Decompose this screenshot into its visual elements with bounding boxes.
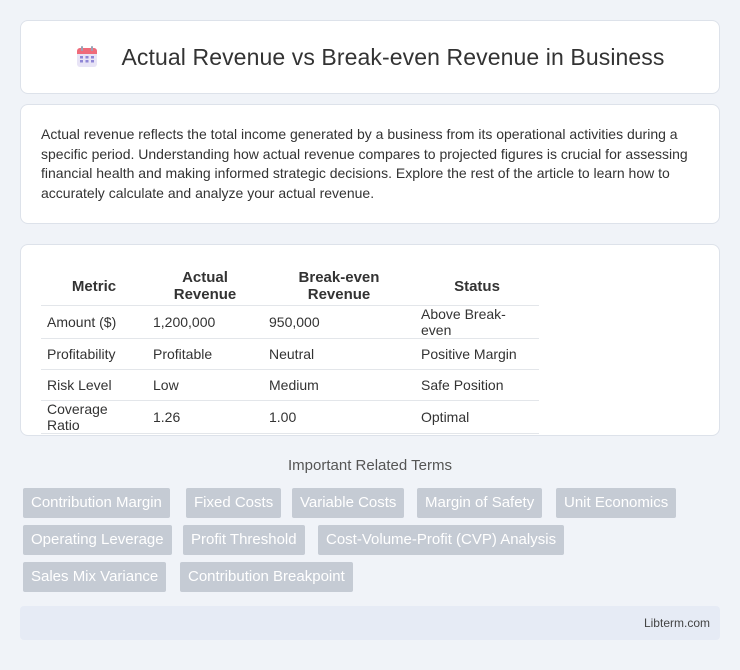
- calendar-icon: [75, 45, 99, 69]
- table-cell: Risk Level: [41, 369, 147, 401]
- table-cell: Safe Position: [415, 369, 539, 401]
- table-cell: Coverage Ratio: [41, 400, 147, 434]
- column-header-actual: Actual Revenue: [147, 267, 263, 306]
- term-tag[interactable]: Fixed Costs: [186, 488, 282, 518]
- table-cell: Profitability: [41, 338, 147, 370]
- term-tag[interactable]: Cost-Volume-Profit (CVP) Analysis: [318, 525, 565, 555]
- term-tag[interactable]: Margin of Safety: [417, 488, 543, 518]
- table-cell: Profitable: [147, 338, 263, 370]
- footer: Libterm.com: [20, 606, 720, 640]
- column-header-metric: Metric: [41, 267, 147, 306]
- table-row: Amount ($) 1,200,000 950,000 Above Break…: [41, 305, 539, 339]
- column-header-breakeven: Break-even Revenue: [263, 267, 415, 306]
- table-cell: 950,000: [263, 305, 415, 339]
- table-card: Metric Actual Revenue Break-even Revenue…: [20, 244, 720, 436]
- intro-text: Actual revenue reflects the total income…: [41, 126, 688, 201]
- table-cell: 1,200,000: [147, 305, 263, 339]
- related-terms-title: Important Related Terms: [288, 457, 452, 474]
- term-tag[interactable]: Profit Threshold: [183, 525, 305, 555]
- table-cell: 1.26: [147, 400, 263, 434]
- table-cell: Above Break-even: [415, 305, 539, 339]
- table-cell: Medium: [263, 369, 415, 401]
- footer-site-link[interactable]: Libterm.com: [643, 616, 710, 630]
- table-row: Coverage Ratio 1.26 1.00 Optimal: [41, 400, 539, 434]
- table-header-row: Metric Actual Revenue Break-even Revenue…: [41, 267, 539, 306]
- table-cell: Optimal: [415, 400, 539, 434]
- term-tag[interactable]: Sales Mix Variance: [23, 562, 167, 592]
- term-tag[interactable]: Variable Costs: [292, 488, 405, 518]
- header-card: Actual Revenue vs Break-even Revenue in …: [20, 20, 720, 94]
- table-row: Risk Level Low Medium Safe Position: [41, 369, 539, 401]
- table-cell: Positive Margin: [415, 338, 539, 370]
- table-cell: Neutral: [263, 338, 415, 370]
- intro-card: Actual revenue reflects the total income…: [20, 104, 720, 224]
- table-row: Profitability Profitable Neutral Positiv…: [41, 338, 539, 370]
- term-tag[interactable]: Contribution Breakpoint: [180, 562, 353, 592]
- column-header-status: Status: [415, 267, 539, 306]
- term-tag[interactable]: Operating Leverage: [23, 525, 172, 555]
- table-cell: 1.00: [263, 400, 415, 434]
- term-tag[interactable]: Unit Economics: [556, 488, 677, 518]
- term-tag[interactable]: Contribution Margin: [23, 488, 170, 518]
- comparison-table: Metric Actual Revenue Break-even Revenue…: [41, 267, 539, 434]
- table-cell: Low: [147, 369, 263, 401]
- table-cell: Amount ($): [41, 305, 147, 339]
- page-title: Actual Revenue vs Break-even Revenue in …: [121, 43, 665, 70]
